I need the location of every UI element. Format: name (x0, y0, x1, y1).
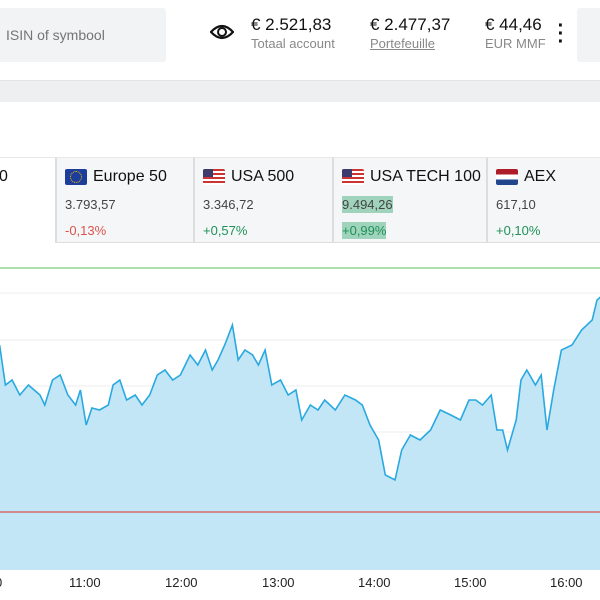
x-tick-label: 0 (0, 575, 2, 590)
price-area (0, 297, 600, 570)
us-flag-icon (342, 169, 364, 185)
search-field[interactable] (0, 8, 166, 62)
x-tick-label: 16:00 (550, 575, 583, 590)
index-tab-active[interactable]: 0 (0, 157, 56, 243)
x-tick-label: 11:00 (69, 575, 101, 590)
index-name: 0 (0, 168, 8, 185)
index-price: 3.793,57 (65, 197, 116, 212)
index-change: +0,99% (342, 222, 387, 239)
index-change: -0,13% (65, 223, 107, 238)
eur-mmf-stat: € 44,46 EUR MMF (485, 15, 546, 51)
index-tab-europe-50[interactable]: Europe 50 3.793,57 -0,13% (56, 157, 194, 243)
x-tick-label: 15:00 (454, 575, 487, 590)
us-flag-icon (203, 169, 225, 185)
eu-flag-icon (65, 169, 87, 185)
index-name: Europe 50 (93, 168, 167, 185)
nl-flag-icon (496, 169, 518, 185)
index-change: +0,10% (496, 223, 541, 238)
index-name: USA 500 (231, 168, 295, 185)
stat-value: € 2.521,83 (251, 15, 332, 34)
x-tick-label: 12:00 (165, 575, 198, 590)
stat-value: € 44,46 (485, 15, 542, 34)
index-name: USA TECH 100 (370, 168, 481, 185)
x-tick-label: 14:00 (358, 575, 391, 590)
stat-label: Totaal account (251, 36, 335, 51)
eye-icon[interactable] (209, 24, 235, 45)
index-name: AEX (524, 168, 557, 185)
stat-label: EUR MMF (485, 36, 546, 51)
stat-value: € 2.477,37 (370, 15, 451, 34)
index-change: +0,57% (203, 223, 248, 238)
more-options-icon[interactable]: · · · (557, 15, 565, 53)
portfolio-link[interactable]: Portefeuille (370, 36, 436, 51)
price-line (0, 296, 600, 482)
index-price: 617,10 (496, 197, 536, 212)
index-tab-usa-500[interactable]: USA 500 3.346,72 +0,57% (194, 157, 333, 243)
index-price: 9.494,26 (342, 196, 393, 213)
total-account-stat: € 2.521,83 Totaal account (251, 15, 335, 51)
index-tab-aex[interactable]: AEX 617,10 +0,10% (487, 157, 600, 243)
index-price: 3.346,72 (203, 197, 254, 212)
index-tab-usa-tech-100[interactable]: USA TECH 100 9.494,26 +0,99% (333, 157, 487, 243)
subheader-band (0, 80, 600, 102)
search-input[interactable] (4, 26, 158, 44)
portfolio-stat: € 2.477,37 Portefeuille (370, 15, 450, 51)
x-tick-label: 13:00 (262, 575, 295, 590)
header-right-box[interactable] (577, 8, 600, 62)
index-tabs: 0 Europe 50 3.793,57 -0,13% USA 500 3.34… (0, 157, 600, 245)
